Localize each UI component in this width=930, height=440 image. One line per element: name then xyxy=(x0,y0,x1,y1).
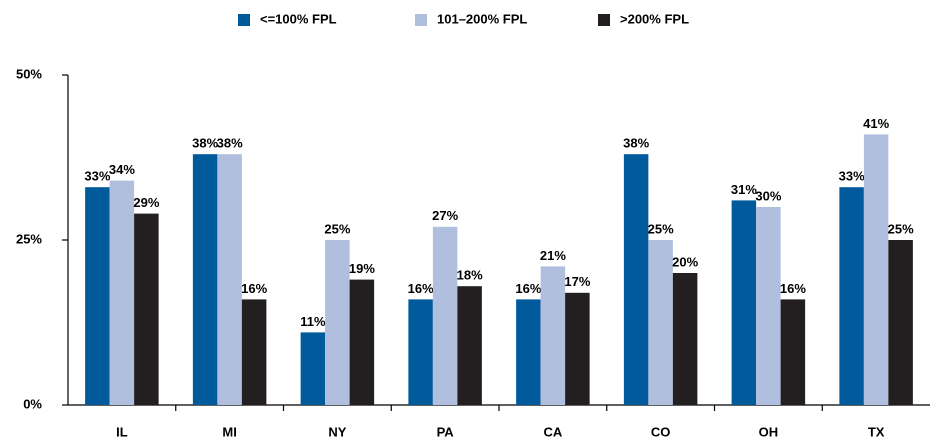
bar xyxy=(731,200,757,405)
value-label: 11% xyxy=(300,314,326,329)
value-label: 27% xyxy=(432,208,458,223)
value-label: 19% xyxy=(349,261,375,276)
value-label: 20% xyxy=(672,254,698,269)
x-tick-label: PA xyxy=(437,424,455,439)
value-label: 29% xyxy=(133,195,159,210)
y-tick-label: 25% xyxy=(16,231,42,246)
value-label: 38% xyxy=(192,136,218,151)
value-label: 16% xyxy=(780,281,806,296)
legend-label: >200% FPL xyxy=(620,11,689,26)
bar xyxy=(565,292,590,405)
y-tick-label: 0% xyxy=(23,396,42,411)
bar xyxy=(756,207,781,405)
bar xyxy=(192,154,218,405)
bar xyxy=(109,180,135,405)
value-label: 25% xyxy=(324,221,350,236)
legend-label: <=100% FPL xyxy=(260,11,337,26)
bar xyxy=(134,213,159,405)
bar xyxy=(408,299,433,405)
x-tick-label: TX xyxy=(868,424,885,439)
x-tick-label: OH xyxy=(759,424,779,439)
bar xyxy=(457,286,482,405)
bar xyxy=(85,187,110,405)
x-tick-label: MI xyxy=(222,424,236,439)
bar xyxy=(300,332,326,405)
bar xyxy=(241,299,267,405)
value-label: 18% xyxy=(457,268,483,283)
value-label: 38% xyxy=(217,136,243,151)
x-tick-label: CA xyxy=(543,424,562,439)
bar xyxy=(780,299,806,405)
bar xyxy=(325,240,350,405)
bar xyxy=(888,240,913,405)
bar xyxy=(648,240,673,405)
x-tick-label: IL xyxy=(116,424,128,439)
bar xyxy=(432,226,458,405)
bar xyxy=(540,266,566,405)
value-label: 38% xyxy=(623,136,649,151)
bar xyxy=(349,279,375,405)
x-tick-label: NY xyxy=(328,424,346,439)
value-label: 34% xyxy=(109,162,135,177)
value-label: 21% xyxy=(540,248,566,263)
value-label: 25% xyxy=(888,221,914,236)
value-label: 33% xyxy=(84,169,110,184)
legend-label: 101–200% FPL xyxy=(437,11,527,26)
value-label: 16% xyxy=(241,281,267,296)
legend-swatch xyxy=(238,14,250,26)
bar xyxy=(217,154,242,405)
value-label: 33% xyxy=(839,169,865,184)
bar xyxy=(623,154,649,405)
value-label: 17% xyxy=(564,274,590,289)
y-tick-label: 50% xyxy=(16,66,42,81)
bar xyxy=(672,273,698,405)
bar xyxy=(839,187,864,405)
value-label: 16% xyxy=(515,281,541,296)
value-label: 30% xyxy=(755,188,781,203)
bar xyxy=(516,299,541,405)
bar xyxy=(863,134,889,405)
value-label: 31% xyxy=(731,182,757,197)
value-label: 25% xyxy=(648,221,674,236)
value-label: 41% xyxy=(863,116,889,131)
legend-swatch xyxy=(415,14,427,26)
legend-swatch xyxy=(598,14,610,26)
value-label: 16% xyxy=(408,281,434,296)
x-tick-label: CO xyxy=(651,424,671,439)
